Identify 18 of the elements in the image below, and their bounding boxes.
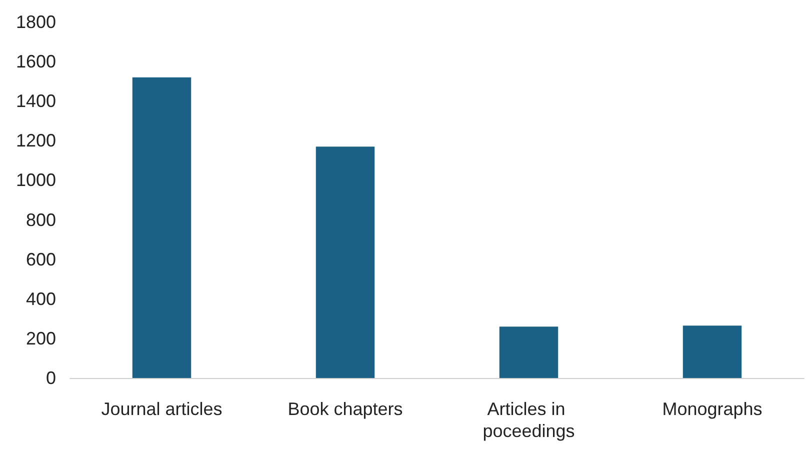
y-tick-label: 1600 — [16, 52, 56, 72]
x-tick-label: Journal articles — [101, 399, 222, 419]
x-tick-label: Book chapters — [288, 399, 403, 419]
y-tick-label: 0 — [46, 368, 56, 388]
x-tick-label: Monographs — [662, 399, 762, 419]
x-tick-label: Articles in poceedings — [482, 399, 575, 441]
y-tick-label: 1800 — [16, 12, 56, 32]
y-tick-label: 1000 — [16, 170, 56, 190]
bar — [682, 326, 742, 378]
y-tick-label: 1200 — [16, 130, 56, 151]
y-tick-label: 600 — [26, 249, 56, 270]
y-tick-label: 800 — [26, 210, 56, 230]
y-tick-label: 1400 — [16, 91, 56, 112]
bar — [316, 146, 375, 378]
y-tick-label: 200 — [26, 328, 56, 348]
bar — [132, 77, 192, 378]
bar — [499, 326, 558, 378]
y-tick-label: 400 — [26, 288, 56, 309]
